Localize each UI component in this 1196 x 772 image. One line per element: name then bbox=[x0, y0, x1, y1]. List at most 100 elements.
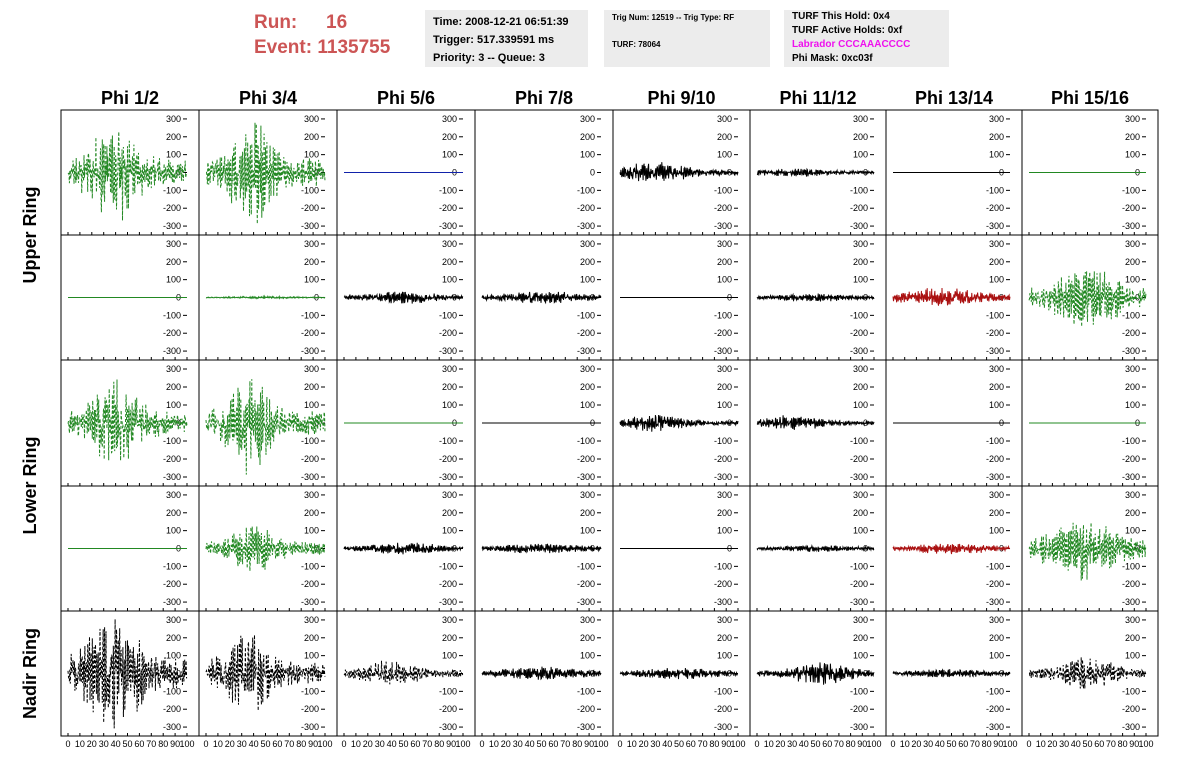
panel-frame bbox=[1021, 610, 1159, 737]
x-tick-label: 40 bbox=[525, 739, 535, 749]
y-tick-label: 200 bbox=[717, 633, 732, 643]
y-tick-label: -300 bbox=[850, 221, 868, 231]
y-tick-label: -300 bbox=[850, 472, 868, 482]
y-tick-label: 100 bbox=[717, 150, 732, 160]
y-tick-label: -200 bbox=[1122, 704, 1140, 714]
x-tick-label: 100 bbox=[1138, 739, 1153, 749]
y-tick-label: -200 bbox=[986, 454, 1004, 464]
y-tick-label: -300 bbox=[714, 346, 732, 356]
x-tick-label: 50 bbox=[398, 739, 408, 749]
y-tick-label: 200 bbox=[580, 257, 595, 267]
y-tick-label: 100 bbox=[304, 150, 319, 160]
y-tick-label: -200 bbox=[714, 328, 732, 338]
waveform-trace bbox=[206, 122, 326, 225]
y-tick-label: 100 bbox=[1125, 526, 1140, 536]
y-tick-label: 300 bbox=[580, 364, 595, 374]
y-tick-label: -200 bbox=[714, 579, 732, 589]
y-tick-label: -200 bbox=[986, 579, 1004, 589]
x-tick-label: 90 bbox=[1129, 739, 1139, 749]
x-tick-label: 30 bbox=[1059, 739, 1069, 749]
x-tick-label: 10 bbox=[900, 739, 910, 749]
y-tick-label: -200 bbox=[439, 454, 457, 464]
y-tick-label: -100 bbox=[986, 310, 1004, 320]
y-tick-label: 100 bbox=[1125, 400, 1140, 410]
y-tick-label: 200 bbox=[442, 132, 457, 142]
x-tick-label: 100 bbox=[317, 739, 332, 749]
waveform-trace bbox=[205, 379, 326, 475]
y-tick-label: -100 bbox=[714, 436, 732, 446]
y-tick-label: -200 bbox=[850, 203, 868, 213]
y-tick-label: -100 bbox=[850, 561, 868, 571]
x-tick-label: 20 bbox=[1047, 739, 1057, 749]
y-tick-label: 100 bbox=[853, 526, 868, 536]
y-tick-label: 100 bbox=[442, 651, 457, 661]
y-tick-label: -300 bbox=[1122, 597, 1140, 607]
run-value: 16 bbox=[326, 12, 348, 33]
y-tick-label: 200 bbox=[853, 508, 868, 518]
waveform-trace bbox=[756, 662, 875, 685]
y-tick-label: 200 bbox=[304, 382, 319, 392]
y-tick-label: 100 bbox=[442, 526, 457, 536]
x-tick-label: 0 bbox=[617, 739, 622, 749]
x-tick-label: 0 bbox=[754, 739, 759, 749]
y-tick-label: -200 bbox=[1122, 579, 1140, 589]
x-tick-label: 90 bbox=[308, 739, 318, 749]
y-tick-label: 300 bbox=[1125, 364, 1140, 374]
x-tick-label: 100 bbox=[866, 739, 881, 749]
waveform-trace bbox=[892, 287, 1011, 306]
x-tick-label: 40 bbox=[387, 739, 397, 749]
x-tick-label: 80 bbox=[982, 739, 992, 749]
y-tick-label: -300 bbox=[301, 722, 319, 732]
y-tick-label: -300 bbox=[439, 722, 457, 732]
waveform-trace bbox=[481, 543, 602, 554]
y-tick-label: 200 bbox=[166, 382, 181, 392]
y-tick-label: -300 bbox=[577, 221, 595, 231]
y-tick-label: -100 bbox=[850, 185, 868, 195]
y-tick-label: 200 bbox=[717, 257, 732, 267]
y-tick-label: -100 bbox=[577, 185, 595, 195]
y-tick-label: -100 bbox=[301, 686, 319, 696]
y-tick-label: -300 bbox=[1122, 722, 1140, 732]
column-title: Phi 1/2 bbox=[101, 88, 159, 108]
x-tick-label: 20 bbox=[87, 739, 97, 749]
y-tick-label: 300 bbox=[442, 490, 457, 500]
y-tick-label: 300 bbox=[580, 114, 595, 124]
y-tick-label: -300 bbox=[986, 346, 1004, 356]
y-tick-label: -300 bbox=[301, 472, 319, 482]
x-tick-label: 20 bbox=[775, 739, 785, 749]
y-tick-label: 100 bbox=[580, 275, 595, 285]
y-tick-label: -100 bbox=[1122, 686, 1140, 696]
y-tick-label: 300 bbox=[166, 114, 181, 124]
y-tick-label: -100 bbox=[714, 310, 732, 320]
x-tick-label: 60 bbox=[410, 739, 420, 749]
x-tick-label: 100 bbox=[1002, 739, 1017, 749]
y-tick-label: -300 bbox=[986, 221, 1004, 231]
run-event-header: Run: 16 Event: 1135755 bbox=[254, 10, 390, 60]
waveform-trace bbox=[1028, 271, 1147, 327]
y-tick-label: 0 bbox=[176, 669, 181, 679]
y-tick-label: -300 bbox=[301, 221, 319, 231]
x-tick-label: 80 bbox=[572, 739, 582, 749]
y-tick-label: 300 bbox=[989, 239, 1004, 249]
x-tick-label: 0 bbox=[890, 739, 895, 749]
x-tick-label: 10 bbox=[1036, 739, 1046, 749]
y-tick-label: 200 bbox=[1125, 508, 1140, 518]
x-tick-label: 20 bbox=[501, 739, 511, 749]
y-tick-label: 100 bbox=[304, 275, 319, 285]
y-tick-label: -200 bbox=[986, 328, 1004, 338]
y-tick-label: 300 bbox=[304, 114, 319, 124]
y-tick-label: -100 bbox=[850, 310, 868, 320]
trig-num-text: Trig Num: 12519 -- Trig Type: RF bbox=[612, 13, 735, 22]
x-tick-label: 60 bbox=[822, 739, 832, 749]
y-tick-label: 200 bbox=[1125, 633, 1140, 643]
y-tick-label: -100 bbox=[714, 185, 732, 195]
y-tick-label: -200 bbox=[577, 579, 595, 589]
y-tick-label: -200 bbox=[163, 328, 181, 338]
waveform-trace bbox=[1028, 657, 1147, 689]
y-tick-label: -300 bbox=[1122, 472, 1140, 482]
y-tick-label: 100 bbox=[717, 275, 732, 285]
x-tick-label: 80 bbox=[296, 739, 306, 749]
y-tick-label: -300 bbox=[439, 597, 457, 607]
x-tick-label: 20 bbox=[911, 739, 921, 749]
waveform-trace bbox=[892, 543, 1011, 555]
